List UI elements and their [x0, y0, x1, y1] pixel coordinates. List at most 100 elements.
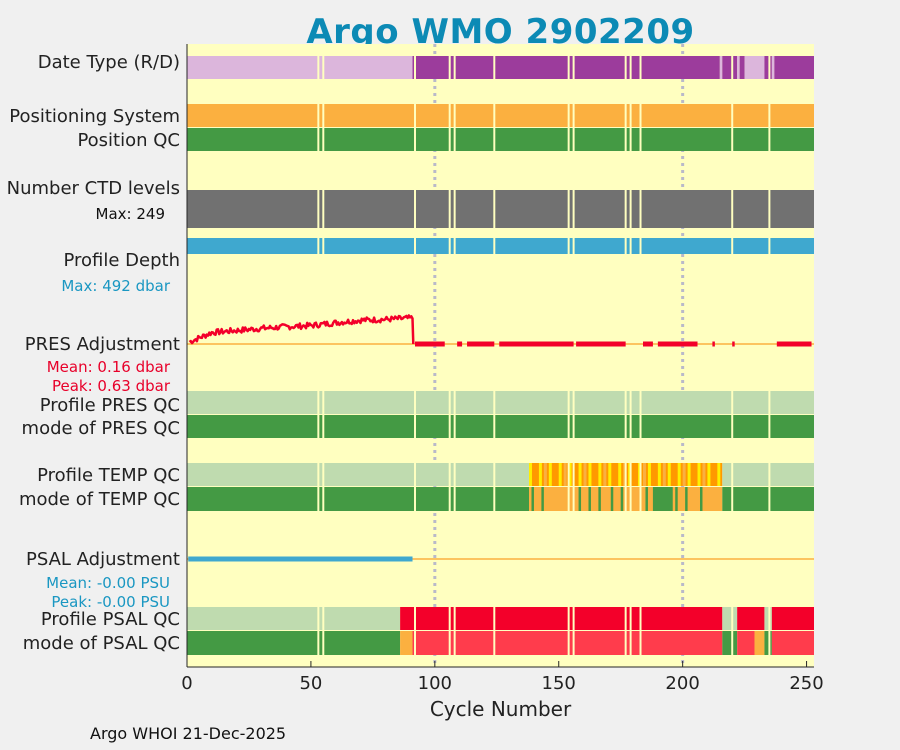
label-pres-mode: mode of PRES QC — [21, 418, 180, 439]
missing-cycle-gap — [493, 607, 496, 655]
missing-cycle-gap — [639, 463, 642, 511]
missing-cycle-gap — [453, 391, 456, 438]
temp-qc-cell — [529, 463, 532, 486]
x-tick-150: 150 — [541, 673, 576, 694]
missing-cycle-gap — [731, 104, 734, 151]
missing-cycle-gap — [493, 104, 496, 151]
x-tick-100: 100 — [417, 673, 452, 694]
temp-qc-cell — [657, 463, 661, 486]
label-temp-mode: mode of TEMP QC — [18, 489, 180, 510]
missing-cycle-gap — [629, 190, 632, 228]
missing-cycle-gap — [322, 463, 325, 511]
missing-cycle-gap — [768, 463, 771, 511]
psal-qc-segment-5 — [771, 607, 814, 630]
missing-cycle-gap — [572, 607, 575, 655]
missing-cycle-gap — [448, 463, 451, 511]
missing-cycle-gap — [567, 607, 570, 655]
temp-mode-segment-2 — [722, 487, 814, 511]
temp-qc-cell — [548, 463, 552, 486]
missing-cycle-gap — [453, 190, 456, 228]
missing-cycle-gap — [322, 190, 325, 228]
psal-mode-segment-5 — [754, 631, 765, 655]
missing-cycle-gap — [493, 56, 496, 79]
label-pres-adjustment: PRES Adjustment — [24, 334, 180, 355]
pres-mode-bar — [187, 415, 814, 438]
date-type-segment-5 — [739, 56, 745, 79]
temp-qc-cell — [533, 463, 537, 486]
missing-cycle-gap — [629, 56, 632, 79]
missing-cycle-gap — [322, 238, 325, 254]
missing-cycle-gap — [322, 607, 325, 655]
missing-cycle-gap — [414, 104, 416, 151]
psal-mode-segment-2 — [412, 631, 723, 655]
temp-qc-cell — [672, 463, 676, 486]
label-psal-adjustment: PSAL Adjustment — [25, 549, 180, 570]
label-positioning-system: Positioning System — [9, 106, 180, 127]
x-tick-50: 50 — [299, 673, 323, 694]
date-type-segment-6 — [744, 56, 765, 79]
missing-cycle-gap — [414, 190, 416, 228]
depth-max-label: Max: 492 dbar — [61, 277, 170, 295]
temp-mode-cell — [610, 487, 614, 511]
missing-cycle-gap — [768, 56, 771, 79]
temp-mode-cell — [531, 487, 534, 511]
missing-cycle-gap — [624, 56, 627, 79]
temp-qc-cell — [593, 463, 597, 486]
temp-mode-cell — [588, 487, 591, 511]
temp-qc-cell — [588, 463, 592, 486]
temp-mode-segment-0 — [187, 487, 529, 511]
missing-cycle-gap — [567, 238, 570, 254]
missing-cycle-gap — [448, 238, 451, 254]
missing-cycle-gap — [624, 190, 627, 228]
missing-cycle-gap — [639, 391, 642, 438]
label-pres-qc: Profile PRES QC — [39, 395, 180, 416]
missing-cycle-gap — [414, 607, 416, 655]
temp-qc-cell — [578, 463, 582, 486]
temp-qc-cell — [553, 463, 557, 486]
temp-qc-cell — [603, 463, 607, 486]
psal-mode-segment-1 — [400, 631, 413, 655]
temp-qc-cell — [677, 463, 681, 486]
missing-cycle-gap — [629, 463, 632, 511]
psal-mode-segment-7 — [771, 631, 814, 655]
temp-qc-cell — [568, 463, 572, 486]
missing-cycle-gap — [731, 56, 734, 79]
missing-cycle-gap — [414, 56, 416, 79]
psal-mode-segment-4 — [737, 631, 755, 655]
missing-cycle-gap — [731, 238, 734, 254]
temp-mode-cell — [578, 487, 582, 511]
temp-qc-cell — [697, 463, 701, 486]
missing-cycle-gap — [629, 238, 632, 254]
pres-qc-bar — [187, 391, 814, 414]
date-type-segment-3 — [722, 56, 738, 79]
missing-cycle-gap — [448, 391, 451, 438]
missing-cycle-gap — [414, 391, 416, 438]
missing-cycle-gap — [317, 463, 320, 511]
missing-cycle-gap — [639, 190, 642, 228]
missing-cycle-gap — [493, 391, 496, 438]
date-type-segment-1 — [412, 56, 720, 79]
missing-cycle-gap — [317, 607, 320, 655]
missing-cycle-gap — [448, 607, 451, 655]
missing-cycle-gap — [731, 607, 734, 655]
temp-qc-cell — [702, 463, 706, 486]
missing-cycle-gap — [624, 463, 627, 511]
x-tick-0: 0 — [181, 673, 193, 694]
temp-qc-cell — [667, 463, 671, 486]
label-position-qc: Position QC — [77, 130, 180, 151]
x-tick-250: 250 — [789, 673, 824, 694]
temp-qc-cell — [687, 463, 691, 486]
temp-qc-cell — [682, 463, 686, 486]
temp-qc-cell — [707, 463, 711, 486]
missing-cycle-gap — [317, 190, 320, 228]
missing-cycle-gap — [453, 56, 456, 79]
missing-cycle-gap — [322, 391, 325, 438]
temp-mode-cell — [685, 487, 688, 511]
missing-cycle-gap — [448, 104, 451, 151]
missing-cycle-gap — [768, 104, 771, 151]
missing-cycle-gap — [572, 238, 575, 254]
missing-cycle-gap — [317, 391, 320, 438]
temp-mode-cell — [620, 487, 624, 511]
ctd-max-label: Max: 249 — [95, 205, 165, 223]
missing-cycle-gap — [414, 463, 416, 511]
